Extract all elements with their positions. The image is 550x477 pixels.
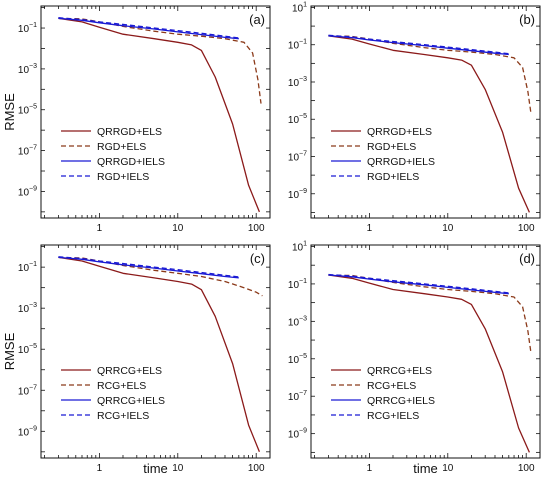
axes-frame [310,5,541,219]
panel-label: (b) [519,12,535,27]
y-tick-label: 10−7 [18,145,37,158]
x-tick-label: 10 [442,223,454,234]
series-group [58,17,262,213]
series-line-rgd-iels [58,17,239,39]
y-tick-label: 10−1 [288,39,307,52]
panel-label: (c) [250,251,265,266]
y-tick-label: 10−9 [18,425,37,438]
x-tick-label: 1 [367,463,373,474]
legend-label: QRRCG+ELS [97,365,162,377]
axes-frame [40,5,271,219]
y-tick-label: 10−3 [18,302,37,315]
series-line-rgd-els [328,35,532,114]
x-tick-label: 10 [442,463,454,474]
legend-label: QRRCG+IELS [97,395,165,407]
x-tick-label: 100 [248,463,265,474]
x-tick-label: 100 [518,463,535,474]
y-tick-label: 10−5 [18,104,37,117]
series-line-qrrcg-iels [58,256,239,279]
panel-b: 1 10 100 10−9 10−7 10−5 10−3 10−1 101 (b) QRRGD+EL… [288,1,541,234]
x-tick-label: 10 [172,463,184,474]
y-tick-label: 101 [292,240,307,253]
legend-label: RGD+IELS [97,171,149,183]
panel-label: (d) [519,251,535,266]
panel-c: 1 10 100 10−9 10−7 10−5 10−3 10−1 (c) RMSE time QRR… [2,244,271,476]
series-group [58,256,263,453]
series-group [328,273,532,453]
legend-label: RGD+IELS [367,171,419,183]
legend-label: QRRGD+IELS [367,156,435,168]
y-tick-label: 10−3 [288,76,307,89]
y-tick-label: 10−9 [288,188,307,201]
legend-label: QRRGD+ELS [367,126,432,138]
y-tick-label: 10−9 [288,428,307,441]
y-tick-label: 10−5 [18,343,37,356]
x-tick-label: 1 [97,463,103,474]
axes-frame [40,244,271,459]
series-line-rcg-iels [328,273,509,294]
y-tick-label: 10−7 [288,390,307,403]
series-line-qrrgd-iels [58,17,239,40]
y-tick-label: 10−1 [288,278,307,291]
series-line-rcg-iels [58,256,239,278]
x-tick-label: 100 [518,223,535,234]
x-tick-label: 10 [172,223,184,234]
legend-label: RCG+IELS [367,410,419,422]
y-tick-label: 10−9 [18,185,37,198]
y-tick-label: 101 [292,1,307,14]
series-line-qrrcg-els [328,274,530,453]
x-tick-label: 1 [367,223,373,234]
y-tick-label: 10−3 [18,63,37,76]
y-tick-label: 10−7 [18,384,37,397]
series-line-rgd-els [58,17,262,104]
axes-frame [310,244,541,459]
series-line-rgd-iels [328,34,509,55]
panel-a: 1 10 100 10−9 10−7 10−5 10−3 10−1 (a) RMSE QRRGD+E… [2,5,271,234]
series-line-qrrgd-els [328,35,530,213]
y-tick-label: 10−1 [18,22,37,35]
series-line-qrrcg-iels [328,274,509,295]
legend-label: RGD+ELS [97,141,146,153]
panel-d: 1 10 100 10−9 10−7 10−5 10−3 10−1 101 (d) time QRRC… [288,240,541,476]
panel-label: (a) [249,12,265,27]
x-axis-title: time [413,461,438,476]
series-group [328,34,532,213]
y-tick-label: 10−5 [288,113,307,126]
legend-label: RCG+IELS [97,410,149,422]
y-tick-label: 10−5 [288,353,307,366]
legend-label: QRRGD+ELS [97,126,162,138]
x-axis-title: time [143,461,168,476]
legend-label: RGD+ELS [367,141,416,153]
y-axis-title: RMSE [2,332,17,370]
legend-label: QRRCG+ELS [367,365,432,377]
legend-label: QRRCG+IELS [367,395,435,407]
legend-label: RCG+ELS [97,380,146,392]
series-line-rcg-els [328,274,532,354]
y-tick-label: 10−7 [288,151,307,164]
legend-label: QRRGD+IELS [97,156,165,168]
series-line-qrrgd-iels [328,35,509,56]
y-axis-title: RMSE [2,93,17,131]
y-tick-label: 10−1 [18,261,37,274]
legend-label: RCG+ELS [367,380,416,392]
x-tick-label: 100 [248,223,265,234]
series-line-qrrcg-els [58,256,261,453]
series-line-qrrgd-els [58,17,261,213]
x-tick-label: 1 [97,223,103,234]
y-tick-label: 10−3 [288,315,307,328]
